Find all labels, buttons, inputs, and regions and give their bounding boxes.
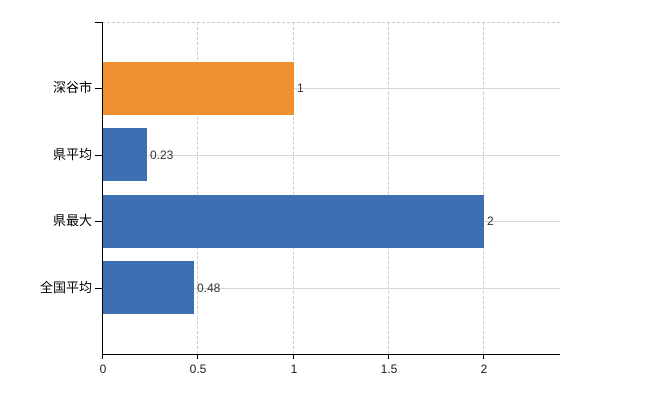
x-tick-label: 0.5	[189, 362, 207, 376]
x-tick	[388, 355, 389, 359]
category-label: 県平均	[52, 147, 92, 162]
y-axis	[102, 22, 103, 359]
x-tick-label: 2	[480, 362, 488, 376]
y-tick	[95, 288, 102, 289]
y-axis-end-tick	[95, 22, 102, 23]
bar-1	[103, 62, 294, 115]
x-tick	[197, 355, 198, 359]
x-gridline-1	[293, 22, 294, 354]
x-gridline-2	[483, 22, 484, 354]
y-gridline	[103, 155, 560, 156]
x-tick-label: 1.5	[380, 362, 398, 376]
x-tick	[102, 355, 103, 359]
y-tick	[95, 155, 102, 156]
category-label: 全国平均	[39, 280, 92, 295]
plot-top-border	[102, 22, 560, 23]
y-tick	[95, 88, 102, 89]
x-gridline-0.5	[197, 22, 198, 354]
bar-value-label: 1	[297, 81, 304, 95]
x-axis	[102, 354, 560, 355]
bar-2	[103, 128, 147, 181]
x-gridline-1.5	[388, 22, 389, 354]
x-tick	[293, 355, 294, 359]
bar-value-label: 0.23	[150, 148, 174, 162]
y-tick	[95, 221, 102, 222]
x-tick-label: 0	[99, 362, 107, 376]
bar-3	[103, 195, 484, 248]
x-tick-label: 1	[290, 362, 298, 376]
y-gridline	[103, 88, 560, 89]
bar-4	[103, 261, 194, 314]
y-gridline	[103, 288, 560, 289]
bar-value-label: 0.48	[197, 281, 221, 295]
bar-value-label: 2	[487, 214, 494, 228]
x-tick	[483, 355, 484, 359]
category-label: 深谷市	[52, 80, 92, 95]
category-label: 県最大	[52, 213, 92, 228]
